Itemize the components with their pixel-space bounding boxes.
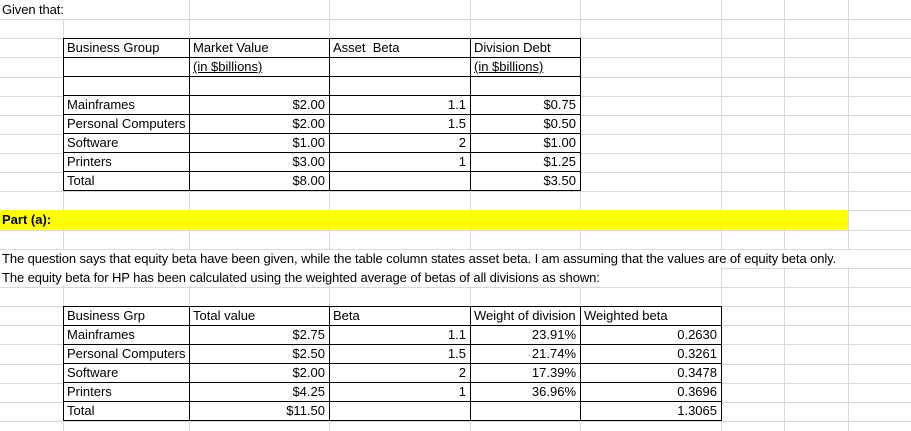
table-cell[interactable]: $1.00 [190, 134, 330, 153]
header-cell[interactable]: Weight of division [471, 307, 581, 326]
overflow-mask [0, 250, 721, 286]
table-cell[interactable]: $0.50 [471, 115, 581, 134]
table-cell[interactable] [190, 77, 330, 96]
table-cell[interactable]: Software [64, 364, 190, 383]
table-cell[interactable]: 1.5 [330, 345, 471, 364]
cell-note-line-1[interactable]: The question says that equity beta have … [2, 251, 837, 266]
table-cell[interactable]: 1.1 [330, 96, 471, 115]
horizontal-gridline [0, 191, 911, 192]
horizontal-gridline [0, 421, 911, 422]
table-cell[interactable] [471, 77, 581, 96]
table-cell[interactable]: 0.2630 [581, 326, 722, 345]
header-cell[interactable]: Asset Beta [330, 39, 471, 58]
table-cell[interactable]: Printers [64, 153, 190, 172]
table-cell[interactable]: $3.50 [471, 172, 581, 191]
table-cell[interactable]: Personal Computers [64, 115, 190, 134]
table-cell[interactable]: 1.3065 [581, 402, 722, 421]
table-cell[interactable]: $4.25 [190, 383, 330, 402]
table-cell[interactable]: $11.50 [190, 402, 330, 421]
table-cell[interactable]: 0.3261 [581, 345, 722, 364]
table-cell[interactable] [64, 77, 190, 96]
table-cell[interactable] [330, 402, 471, 421]
header-cell[interactable]: Weighted beta [581, 307, 722, 326]
given-data-table: Business Group Market Value Asset Beta Divi… [63, 38, 581, 191]
table-cell[interactable] [330, 172, 471, 191]
table-cell[interactable]: 2 [330, 364, 471, 383]
table-cell[interactable]: $2.00 [190, 96, 330, 115]
vertical-gridline [848, 0, 849, 431]
table-cell[interactable]: 0.3478 [581, 364, 722, 383]
table-cell[interactable]: $1.00 [471, 134, 581, 153]
part-a-highlight-row[interactable]: Part (a): [0, 210, 848, 229]
header-cell[interactable]: Business Group [64, 39, 190, 58]
table-cell[interactable] [471, 402, 581, 421]
table-cell[interactable]: Total [64, 402, 190, 421]
horizontal-gridline [0, 19, 911, 20]
subheader-cell[interactable]: (in $billions) [190, 58, 330, 77]
header-cell[interactable]: Total value [190, 307, 330, 326]
table-cell[interactable]: 1 [330, 153, 471, 172]
table-cell[interactable]: $1.25 [471, 153, 581, 172]
table-cell[interactable]: 2 [330, 134, 471, 153]
table-cell[interactable]: Mainframes [64, 96, 190, 115]
table-cell[interactable]: 1 [330, 383, 471, 402]
table-cell[interactable]: 17.39% [471, 364, 581, 383]
overflow-mask [721, 250, 911, 267]
cell-given-that[interactable]: Given that: [2, 2, 64, 17]
cell-part-a-label: Part (a): [2, 212, 52, 227]
table-cell[interactable]: Mainframes [64, 326, 190, 345]
horizontal-gridline [0, 287, 911, 288]
header-cell[interactable]: Business Grp [64, 307, 190, 326]
cell-note-line-2[interactable]: The equity beta for HP has been calculat… [2, 270, 600, 285]
subheader-cell[interactable] [330, 58, 471, 77]
table-cell[interactable]: Printers [64, 383, 190, 402]
table-cell[interactable]: $2.50 [190, 345, 330, 364]
weighted-beta-table: Business Grp Total value Beta Weight of div… [63, 306, 722, 421]
header-cell[interactable]: Beta [330, 307, 471, 326]
horizontal-gridline [0, 230, 911, 231]
subheader-cell[interactable]: (in $billions) [471, 58, 581, 77]
table-cell[interactable]: 1.5 [330, 115, 471, 134]
table-cell[interactable]: Total [64, 172, 190, 191]
table-cell[interactable]: $3.00 [190, 153, 330, 172]
table-cell[interactable]: $2.00 [190, 364, 330, 383]
horizontal-gridline [0, 249, 911, 250]
table-cell[interactable]: 36.96% [471, 383, 581, 402]
table-cell[interactable]: 0.3696 [581, 383, 722, 402]
table-cell[interactable]: $2.75 [190, 326, 330, 345]
header-cell[interactable]: Market Value [190, 39, 330, 58]
subheader-cell[interactable] [64, 58, 190, 77]
table-cell[interactable]: 21.74% [471, 345, 581, 364]
table-cell[interactable]: $8.00 [190, 172, 330, 191]
overflow-mask [0, 0, 189, 19]
table-cell[interactable]: 1.1 [330, 326, 471, 345]
table-cell[interactable]: Software [64, 134, 190, 153]
table-cell[interactable]: $2.00 [190, 115, 330, 134]
header-cell[interactable]: Division Debt [471, 39, 581, 58]
table-cell[interactable]: $0.75 [471, 96, 581, 115]
table-cell[interactable]: 23.91% [471, 326, 581, 345]
table-cell[interactable]: Personal Computers [64, 345, 190, 364]
table-cell[interactable] [330, 77, 471, 96]
